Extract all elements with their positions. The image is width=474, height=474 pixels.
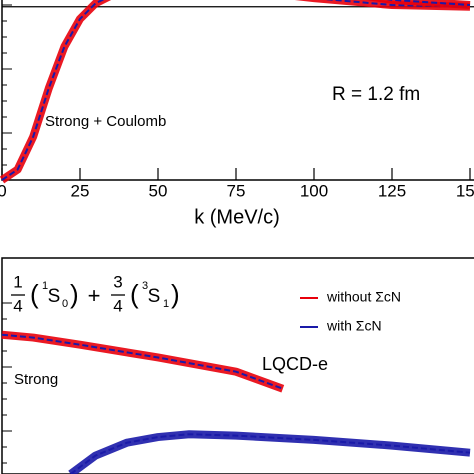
x-tick-label: 100: [300, 181, 328, 200]
x-tick-label: 50: [149, 181, 168, 200]
curve-core: [1, 0, 471, 181]
channel-label: 1: [163, 298, 169, 310]
channel-label: S: [48, 286, 61, 307]
channel-label: 0: [62, 298, 68, 310]
annotation: LQCD-e: [262, 354, 328, 374]
channel-label: 3: [142, 280, 148, 292]
curve-band: [68, 430, 471, 474]
x-tick-label: 150: [456, 181, 474, 200]
channel-label: 3: [113, 272, 122, 291]
x-tick-label: 125: [378, 181, 406, 200]
channel-label: 1: [13, 272, 22, 291]
annotation: Strong: [14, 371, 58, 388]
x-tick-label: 25: [71, 181, 90, 200]
paren: (: [30, 279, 39, 309]
paren: (: [130, 279, 139, 309]
legend-label: with ΣcN: [326, 318, 382, 334]
x-tick-label: 0: [0, 181, 7, 200]
plot-frame: [1, 0, 474, 181]
plot-frame: [1, 257, 474, 474]
channel-label: 4: [113, 296, 122, 315]
channel-label: 4: [13, 296, 22, 315]
x-tick-label: 75: [227, 181, 246, 200]
paren: ): [171, 279, 180, 309]
channel-label: 1: [42, 280, 48, 292]
channel-label: +: [88, 283, 101, 308]
curve-core: [1, 333, 284, 390]
annotation: Strong + Coulomb: [45, 113, 166, 130]
paren: ): [70, 279, 79, 309]
curve-core: [70, 433, 471, 474]
x-axis-label: k (MeV/c): [194, 206, 280, 228]
annotation: R = 1.2 fm: [332, 84, 420, 105]
legend-label: without ΣcN: [326, 289, 401, 305]
channel-label: S: [148, 286, 161, 307]
